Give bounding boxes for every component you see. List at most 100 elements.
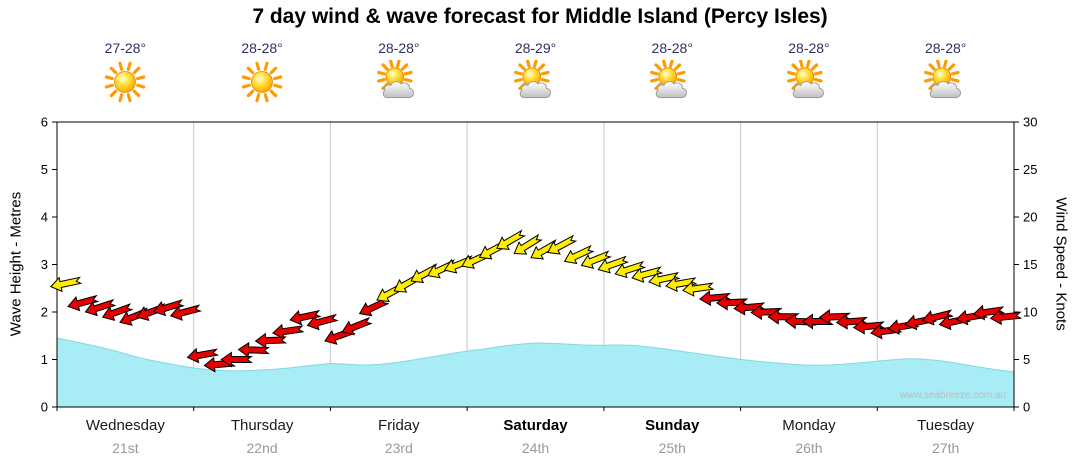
watermark: www.seabreeze.com.au: [899, 390, 1006, 401]
wind-arrow: [631, 266, 664, 283]
cloud-icon: [382, 81, 414, 99]
wind-arrow: [289, 309, 322, 326]
wind-arrow: [989, 309, 1023, 326]
bottom-axis-ticks: [56, 407, 1015, 411]
day-column: 28-28°: [604, 36, 741, 108]
svg-text:0: 0: [1023, 400, 1030, 415]
svg-text:6: 6: [41, 115, 48, 130]
svg-text:5: 5: [1023, 352, 1030, 367]
wind-arrow: [563, 244, 595, 265]
cloud-icon: [656, 81, 688, 99]
wind-arrow: [496, 229, 526, 250]
wind-arrow: [254, 332, 288, 349]
wind-arrow: [67, 294, 100, 312]
day-date: 26th: [795, 440, 823, 456]
day-name: Thursday: [230, 417, 294, 434]
day-label: Wednesday 21st: [57, 417, 194, 456]
day-label: Sunday 25th: [604, 417, 741, 456]
day-label: Thursday 22nd: [194, 417, 331, 456]
day-header-row: 27-28° 28-28° 28-28° 28-29° 28-28° 28-28…: [57, 36, 1014, 108]
temperature-range: 27-28°: [104, 40, 147, 56]
day-date: 24th: [521, 440, 550, 456]
day-date: 25th: [658, 440, 686, 456]
wind-arrow: [358, 297, 390, 317]
day-label: Friday 23rd: [330, 417, 467, 456]
wind-arrow: [49, 276, 83, 293]
partly-cloudy-icon: [513, 60, 551, 99]
sunny-icon: [241, 61, 283, 103]
day-name: Wednesday: [85, 417, 165, 434]
wind-arrow: [682, 281, 715, 297]
wind-arrow: [921, 309, 954, 326]
weather-icon: [373, 60, 425, 108]
weather-icon: [646, 60, 698, 108]
svg-text:20: 20: [1023, 210, 1037, 225]
left-axis-title: Wave Height - Metres: [7, 191, 25, 337]
weather-icon: [783, 60, 835, 108]
wind-arrow: [101, 303, 134, 322]
cloud-icon: [792, 81, 824, 99]
day-label: Tuesday 27th: [877, 417, 1014, 456]
wind-arrow: [152, 299, 185, 317]
wind-arrow: [220, 351, 253, 368]
page-title: 7 day wind & wave forecast for Middle Is…: [252, 5, 828, 28]
day-date: 27th: [932, 440, 960, 456]
wind-arrow: [665, 276, 698, 293]
svg-text:1: 1: [41, 352, 48, 367]
weather-icon: [236, 60, 288, 108]
x-axis-day-labels: Wednesday 21st Thursday 22nd Friday 23rd…: [57, 417, 1014, 456]
partly-cloudy-icon: [923, 60, 961, 99]
day-label: Saturday 24th: [467, 417, 604, 456]
sun-icon: [105, 61, 146, 103]
day-name: Saturday: [503, 417, 568, 434]
wind-arrow: [186, 347, 220, 364]
left-axis-ticks: 0 1 2 3 4 5 6: [41, 115, 57, 415]
right-axis-ticks: 0 5 10 15 20 25 30: [1014, 115, 1037, 415]
wind-arrow: [84, 298, 117, 317]
weather-icon: [99, 60, 151, 108]
temperature-range: 28-28°: [788, 40, 830, 56]
day-column: 28-28°: [877, 36, 1014, 108]
day-name: Friday: [377, 417, 420, 434]
day-label: Monday 26th: [741, 417, 878, 456]
partly-cloudy-icon: [650, 60, 688, 99]
day-column: 28-28°: [330, 36, 467, 108]
cloud-icon: [519, 81, 551, 99]
svg-text:5: 5: [41, 162, 48, 177]
right-axis-title: Wind Speed - Knots: [1052, 197, 1070, 331]
temperature-range: 28-28°: [924, 40, 967, 56]
temperature-range: 28-29°: [514, 40, 557, 56]
day-column: 28-29°: [467, 36, 604, 108]
temperature-range: 28-28°: [378, 40, 420, 56]
wind-arrow: [271, 323, 305, 340]
day-column: 28-28°: [194, 36, 331, 108]
day-name: Monday: [782, 417, 836, 434]
wind-arrow: [614, 260, 647, 279]
wave-height-area: [56, 337, 1015, 408]
partly-cloudy-icon: [786, 60, 824, 99]
wind-arrow: [648, 271, 681, 288]
svg-text:0: 0: [41, 400, 48, 415]
wind-arrow: [580, 250, 612, 269]
cloud-icon: [929, 81, 961, 99]
day-column: 27-28°: [57, 36, 194, 108]
sun-icon: [241, 61, 283, 103]
temperature-range: 28-28°: [241, 40, 283, 56]
svg-text:15: 15: [1023, 257, 1037, 272]
sunny-icon: [105, 61, 146, 103]
wind-arrow: [513, 233, 543, 255]
partly-cloudy-icon: [376, 60, 414, 99]
wind-arrow: [169, 304, 203, 321]
svg-text:2: 2: [41, 305, 48, 320]
day-column: 28-28°: [741, 36, 878, 108]
day-date: 22nd: [246, 440, 278, 456]
svg-text:3: 3: [41, 257, 48, 272]
weather-icon: [510, 60, 562, 108]
wind-arrow: [597, 255, 630, 274]
wind-arrow: [341, 316, 373, 336]
svg-text:25: 25: [1023, 162, 1037, 177]
svg-text:30: 30: [1023, 115, 1037, 130]
day-date: 23rd: [384, 440, 413, 456]
